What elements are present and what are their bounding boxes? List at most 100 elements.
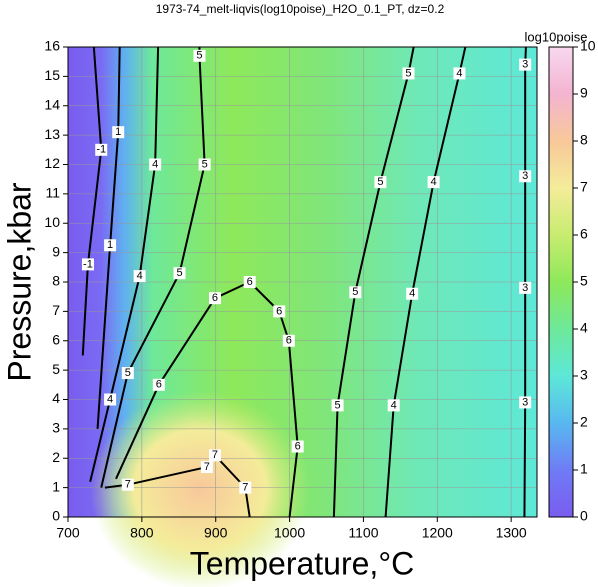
contour-label-bg [519, 281, 532, 294]
x-tick-label: 1000 [274, 525, 305, 541]
contour-label-bg [273, 305, 286, 318]
contour-label: 7 [212, 449, 218, 461]
contour-label: 4 [137, 270, 143, 282]
contour-label-bg [208, 292, 221, 305]
contour-label: -1 [83, 258, 93, 270]
contour-label-bg [200, 461, 213, 474]
contour-line [96, 46, 121, 429]
contour-label: 7 [125, 479, 131, 491]
y-tick-label: 14 [44, 96, 60, 112]
y-tick-label: 6 [52, 331, 60, 347]
contour-label: 6 [286, 335, 292, 347]
y-axis-label: Pressure,kbar [1, 182, 37, 382]
y-tick-label: 4 [52, 390, 60, 406]
contour-label-bg [95, 143, 108, 156]
colorbar-tick-label: 3 [580, 367, 588, 383]
y-tick-label: 10 [44, 214, 60, 230]
contour-label-bg [81, 258, 94, 271]
contour-label: 5 [405, 67, 411, 79]
warm-region [90, 390, 310, 587]
contour-label: 5 [196, 50, 202, 62]
colorbar-tick-label: 6 [580, 226, 588, 242]
contour-label-bg [121, 478, 134, 491]
contour-label-bg [331, 399, 344, 412]
contour-label: -1 [96, 144, 106, 156]
contour-label-bg [387, 399, 400, 412]
contour-label-bg [406, 287, 419, 300]
contour-label: 4 [107, 393, 113, 405]
contour-label-bg [239, 481, 252, 494]
contour-label-bg [519, 58, 532, 71]
contour-label-bg [193, 49, 206, 62]
contour-label: 5 [377, 176, 383, 188]
y-tick-label: 8 [52, 273, 60, 289]
contour-label: 5 [176, 267, 182, 279]
contour-label: 6 [295, 440, 301, 452]
contour-label: 1 [115, 126, 121, 138]
x-axis-label: Temperature,°C [190, 545, 414, 581]
contour-label-bg [243, 276, 256, 288]
contour-label-bg [519, 170, 532, 183]
contour-label: 5 [202, 158, 208, 170]
x-tick-label: 700 [56, 525, 80, 541]
contour-label-bg [198, 158, 211, 171]
colorbar-tick-label: 4 [580, 320, 588, 336]
contour-label: 6 [247, 276, 253, 288]
colorbar-tick-label: 7 [580, 179, 588, 195]
contour-label-bg [427, 176, 440, 189]
colorbar-tick-label: 2 [580, 414, 588, 430]
colorbar-tick-label: 0 [580, 508, 588, 524]
contour-label: 7 [242, 482, 248, 494]
y-tick-label: 11 [45, 185, 60, 201]
colorbar-tick-label: 10 [580, 38, 596, 54]
contour-label-bg [104, 393, 117, 406]
chart-title: 1973-74_melt-liqvis(log10poise)_H2O_0.1_… [156, 2, 445, 16]
contour-label: 4 [152, 158, 158, 170]
contour-label-bg [152, 378, 165, 391]
y-tick-label: 5 [52, 361, 60, 377]
y-tick-label: 2 [52, 449, 60, 465]
colorbar-tick-label: 1 [580, 461, 588, 477]
contour-line [81, 46, 103, 356]
y-tick-label: 0 [52, 508, 60, 524]
contour-label: 5 [125, 367, 131, 379]
contour-label-bg [349, 286, 362, 299]
y-tick-label: 13 [44, 126, 60, 142]
x-tick-label: 1200 [422, 525, 453, 541]
contour-label-bg [519, 396, 532, 409]
contour-label: 5 [352, 286, 358, 298]
colorbar-tick-label: 5 [580, 273, 588, 289]
contour-label: 7 [204, 461, 210, 473]
colorbar-tick-label: 9 [580, 85, 588, 101]
contour-label-bg [173, 267, 186, 280]
contour-label-bg [282, 334, 295, 347]
x-tick-label: 1300 [496, 525, 527, 541]
contour-label: 3 [522, 396, 528, 408]
contour-label-bg [133, 270, 146, 283]
contour-label-bg [374, 176, 387, 189]
colorbar-tick-label: 8 [580, 132, 588, 148]
contour-label: 6 [156, 379, 162, 391]
contour-label: 1 [107, 239, 113, 251]
y-tick-label: 15 [44, 67, 60, 83]
y-tick-label: 3 [52, 420, 60, 436]
contour-label: 4 [456, 67, 462, 79]
contour-label: 3 [522, 59, 528, 71]
colorbar-label: log10poise [525, 29, 588, 44]
x-tick-label: 1100 [348, 525, 378, 541]
y-tick-label: 9 [52, 243, 60, 259]
colorbar [548, 46, 574, 518]
contour-line [115, 281, 299, 518]
contour-label-bg [121, 367, 134, 380]
y-tick-label: 7 [52, 302, 60, 318]
contour-label-bg [104, 239, 117, 252]
x-tick-label: 800 [130, 525, 154, 541]
contour-label: 3 [522, 282, 528, 294]
contour-label: 4 [409, 288, 415, 300]
x-tick-label: 900 [204, 525, 228, 541]
contour-label-bg [112, 126, 125, 139]
contour-label: 3 [522, 170, 528, 182]
contour-label-bg [402, 67, 415, 80]
contour-label-bg [149, 158, 162, 171]
